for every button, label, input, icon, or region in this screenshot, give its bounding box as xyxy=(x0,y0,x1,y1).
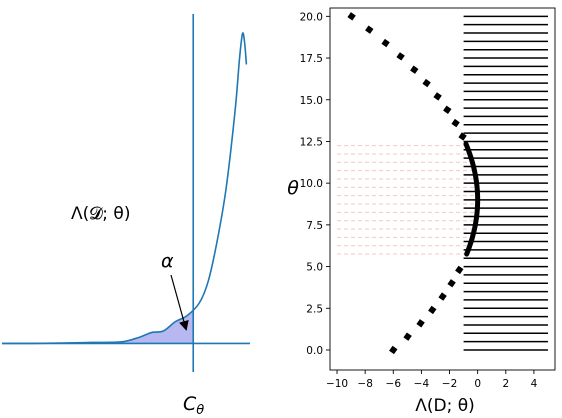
curve-point xyxy=(422,78,431,88)
left-panel: Λ(𝓓; θ) α Cθ xyxy=(1,14,250,418)
x-tick-label: −6 xyxy=(386,378,402,390)
y-tick-label: 7.5 xyxy=(306,220,323,232)
y-tick-label: 20.0 xyxy=(300,11,323,23)
y-tick-label: 5.0 xyxy=(306,262,323,274)
curve-point xyxy=(428,305,437,315)
curve-point xyxy=(438,292,447,301)
alpha-arrow xyxy=(170,274,189,331)
curve-point xyxy=(410,65,419,74)
threshold-label-subscript: θ xyxy=(196,403,204,418)
x-tick-label: −10 xyxy=(326,378,348,390)
curve-point xyxy=(347,12,356,21)
curve-point xyxy=(443,105,452,114)
right-panel: −10 −8 −6 −4 −2 0 2 4 0.0 2.5 5.0 7.5 10.0 12.5 15.0 1… xyxy=(287,7,556,416)
curve-point xyxy=(381,38,390,48)
curve-label: Λ(𝓓; θ) xyxy=(71,204,130,224)
horizontal-lines xyxy=(463,15,548,351)
x-tick-label: 2 xyxy=(502,378,509,390)
x-axis-ticks: −10 −8 −6 −4 −2 0 2 4 xyxy=(326,370,538,390)
curve-point xyxy=(416,319,425,328)
x-axis-label: Λ(D; θ) xyxy=(415,396,475,416)
curve-point xyxy=(433,92,442,101)
y-tick-label: 10.0 xyxy=(300,178,323,190)
y-tick-label: 12.5 xyxy=(300,136,323,148)
y-tick-label: 17.5 xyxy=(300,53,323,65)
threshold-label: Cθ xyxy=(183,393,204,418)
accepted-curve-segment xyxy=(463,141,481,257)
y-axis-label: θ xyxy=(287,177,299,199)
y-tick-label: 15.0 xyxy=(300,95,323,107)
curve-point xyxy=(447,279,456,288)
alpha-shaded-area xyxy=(121,309,194,344)
guide-lines xyxy=(337,145,478,255)
theta-curve xyxy=(347,12,481,355)
x-tick-label: −2 xyxy=(442,378,457,390)
curve-point xyxy=(365,25,374,34)
x-tick-label: 4 xyxy=(531,378,538,390)
curve-point xyxy=(458,132,467,141)
x-tick-label: −8 xyxy=(357,378,372,390)
threshold-label-main: C xyxy=(183,393,197,415)
alpha-label: α xyxy=(161,250,174,272)
plot-frame xyxy=(329,7,556,371)
y-axis-ticks: 0.0 2.5 5.0 7.5 10.0 12.5 15.0 17.5 20.0 xyxy=(300,11,330,357)
x-tick-label: −4 xyxy=(414,378,430,390)
likelihood-ratio-curve xyxy=(1,32,248,345)
curve-point xyxy=(389,345,398,355)
y-tick-label: 0.0 xyxy=(306,345,323,357)
curve-point xyxy=(455,265,464,275)
curve-point xyxy=(403,332,412,341)
curve-point xyxy=(451,118,460,128)
y-tick-label: 2.5 xyxy=(306,303,323,315)
curve-point xyxy=(396,52,405,61)
x-tick-label: 0 xyxy=(474,378,481,390)
